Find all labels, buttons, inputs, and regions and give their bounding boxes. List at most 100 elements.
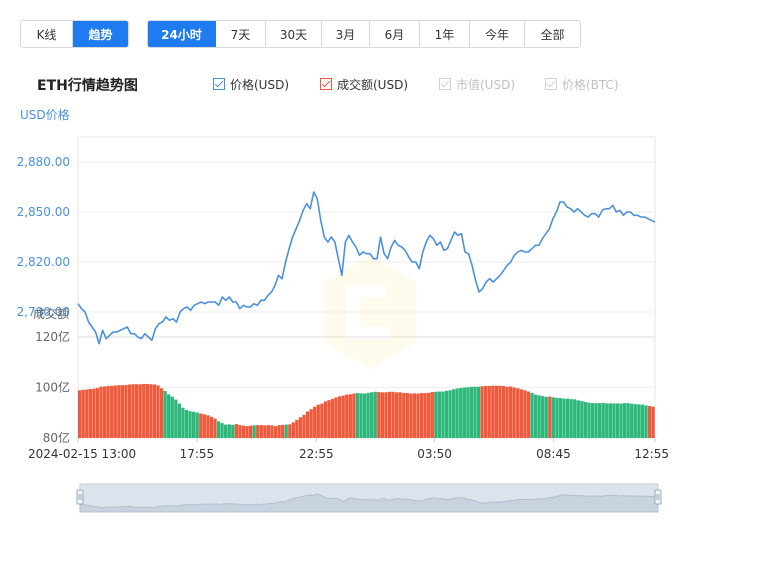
volume-bar	[619, 403, 623, 438]
navigator-left-handle[interactable]	[76, 489, 84, 505]
volume-bar	[206, 415, 210, 438]
volume-bar	[466, 387, 470, 438]
volume-bar	[149, 384, 153, 438]
volume-bar	[227, 424, 231, 438]
checkbox-icon[interactable]	[213, 78, 225, 90]
volume-bar	[224, 424, 228, 438]
volume-bar	[419, 393, 424, 438]
kline-tab[interactable]: K线	[21, 21, 73, 47]
volume-tick-label: 120亿	[35, 329, 70, 344]
x-tick-label: 2024-02-15 13:00	[28, 447, 136, 461]
volume-bar	[99, 386, 103, 438]
legend-marketcap-usd[interactable]: 市值(USD)	[439, 76, 515, 92]
volume-bar	[473, 386, 477, 438]
checkbox-icon[interactable]	[545, 78, 557, 90]
volume-bar	[145, 383, 149, 438]
volume-bar	[387, 391, 392, 438]
range-tab-24h[interactable]: 24小时	[148, 21, 216, 47]
volume-bar	[487, 385, 491, 438]
navigator-series	[79, 493, 659, 513]
volume-bar	[384, 392, 388, 438]
volume-bar	[565, 398, 570, 438]
volume-bar	[508, 386, 513, 438]
volume-bar	[106, 385, 110, 438]
volume-bar	[469, 386, 474, 438]
volume-bar	[142, 383, 146, 438]
legend-label: 市值(USD)	[456, 77, 516, 92]
volume-bar	[167, 394, 171, 438]
volume-bar	[423, 393, 427, 438]
volume-bar	[541, 396, 545, 438]
volume-bar	[159, 388, 164, 438]
volume-bar	[216, 421, 221, 438]
legend-price-usd[interactable]: 价格(USD)	[213, 76, 289, 92]
price-tick-label: 2,790.00	[17, 305, 70, 319]
price-axis-label: USD价格	[20, 107, 70, 122]
volume-tick-label: 100亿	[35, 380, 70, 395]
volume-bar	[270, 425, 274, 439]
volume-bar	[163, 391, 167, 438]
volume-bar	[434, 391, 438, 438]
volume-bar	[348, 394, 352, 438]
volume-bar	[184, 409, 189, 438]
volume-bar	[391, 391, 395, 438]
navigator-right-handle[interactable]	[654, 489, 662, 505]
volume-bar	[558, 398, 563, 438]
volume-bar	[437, 391, 442, 438]
volume-bar	[209, 416, 214, 438]
volume-bar	[202, 414, 206, 438]
time-axis: 2024-02-15 13:00 17:55 22:55 03:50 08:45 12:5…	[28, 438, 669, 461]
volume-bar	[291, 422, 295, 438]
volume-bar	[152, 384, 157, 438]
range-tab-7d[interactable]: 7天	[216, 21, 266, 47]
checkbox-icon[interactable]	[320, 78, 332, 90]
volume-bar	[345, 394, 349, 438]
volume-bar	[441, 391, 445, 438]
volume-bar	[590, 403, 595, 438]
volume-bar	[516, 388, 520, 438]
volume-bar	[530, 392, 534, 438]
volume-bar	[370, 392, 374, 438]
volume-bar	[501, 385, 506, 438]
volume-bar	[110, 385, 114, 438]
range-navigator[interactable]	[76, 483, 662, 513]
volume-bar	[626, 403, 630, 438]
checkbox-icon[interactable]	[439, 78, 451, 90]
volume-bar	[523, 390, 527, 438]
range-tab-ytd[interactable]: 今年	[470, 21, 525, 47]
volume-bar	[451, 389, 456, 438]
volume-bar	[191, 411, 196, 438]
range-tab-6m[interactable]: 6月	[370, 21, 420, 47]
volume-bar	[644, 405, 648, 438]
range-tab-all[interactable]: 全部	[525, 21, 580, 47]
volume-bar	[380, 392, 385, 438]
volume-bar	[231, 424, 235, 438]
volume-bar	[352, 393, 356, 438]
legend-volume-usd[interactable]: 成交额(USD)	[320, 76, 408, 92]
range-tab-1y[interactable]: 1年	[420, 21, 470, 47]
volume-bar	[170, 396, 174, 438]
volume-bar	[213, 418, 217, 438]
range-tab-30d[interactable]: 30天	[266, 21, 322, 47]
volume-bar	[320, 403, 324, 438]
volume-bar	[555, 397, 559, 438]
x-tick-label: 08:45	[536, 447, 571, 461]
price-tick-label: 2,880.00	[17, 155, 70, 169]
price-tick-label: 2,850.00	[17, 205, 70, 219]
legend-price-btc[interactable]: 价格(BTC)	[545, 76, 619, 92]
volume-bar	[377, 392, 381, 438]
price-tick-label: 2,820.00	[17, 255, 70, 269]
volume-bar	[174, 399, 178, 438]
volume-bar	[526, 391, 531, 438]
volume-bar	[598, 403, 602, 438]
volume-bar	[281, 424, 285, 438]
volume-bar	[587, 402, 591, 438]
volume-bar	[81, 389, 85, 438]
volume-bar	[199, 413, 203, 438]
volume-bar	[651, 406, 655, 438]
range-tab-3m[interactable]: 3月	[322, 21, 370, 47]
volume-bar	[302, 414, 306, 438]
volume-bar	[551, 397, 555, 438]
trend-tab[interactable]: 趋势	[73, 21, 128, 47]
